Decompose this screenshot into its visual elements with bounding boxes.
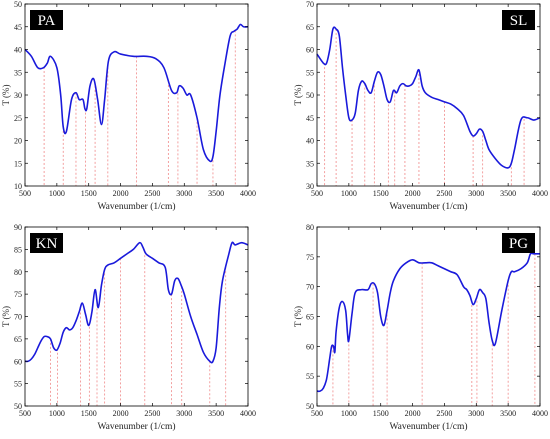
y-tick-label: 55 xyxy=(306,372,314,381)
x-tick-label: 1000 xyxy=(49,409,65,418)
panel-badge xyxy=(502,233,535,253)
x-tick-label: 4000 xyxy=(532,409,548,418)
y-tick-label: 25 xyxy=(14,114,22,123)
x-tick-label: 500 xyxy=(311,189,323,198)
y-tick-label: 55 xyxy=(14,380,22,389)
x-tick-label: 500 xyxy=(19,409,31,418)
y-axis-label: T (%) xyxy=(293,84,303,105)
x-tick-label: 2500 xyxy=(144,189,160,198)
y-tick-label: 65 xyxy=(14,335,22,344)
y-axis-label: T (%) xyxy=(1,306,11,327)
x-tick-label: 3500 xyxy=(208,409,224,418)
y-tick-label: 75 xyxy=(306,253,314,262)
chart-panel-sl: 500 1000 1500 2000 2500 3000 3500 4000 30 35 40 45 5… xyxy=(293,0,548,212)
chart-panel-pa: 500 1000 1500 2000 2500 3000 3500 4000 10 15 20 25 3… xyxy=(1,0,256,212)
y-tick-label: 35 xyxy=(14,68,22,77)
x-axis-label: Wavenumber (1/cm) xyxy=(389,201,467,212)
x-tick-label: 1000 xyxy=(341,189,357,198)
panel-badge-label: KN xyxy=(36,236,58,252)
y-tick-label: 50 xyxy=(306,402,314,411)
y-tick-label: 70 xyxy=(306,283,314,292)
y-tick-label: 65 xyxy=(306,23,314,32)
spectrum-line xyxy=(24,23,249,163)
panel-badge-label: PA xyxy=(38,13,56,29)
x-tick-label: 1500 xyxy=(373,189,389,198)
y-tick-label: 50 xyxy=(306,91,314,100)
y-axis-label: T (%) xyxy=(1,84,11,105)
x-tick-label: 2000 xyxy=(113,409,129,418)
x-tick-label: 2500 xyxy=(144,409,160,418)
y-tick-label: 20 xyxy=(14,137,22,146)
y-tick-label: 45 xyxy=(14,23,22,32)
panel-badge xyxy=(30,233,63,253)
x-tick-label: 3000 xyxy=(176,409,192,418)
plot-frame xyxy=(24,3,249,187)
spectrum-line xyxy=(24,241,249,364)
x-tick-label: 3000 xyxy=(468,189,484,198)
y-tick-label: 50 xyxy=(14,0,22,9)
y-tick-label: 10 xyxy=(14,182,22,191)
y-tick-label: 60 xyxy=(306,46,314,55)
y-tick-label: 40 xyxy=(14,46,22,55)
plot-frame xyxy=(24,226,249,407)
y-tick-label: 80 xyxy=(306,223,314,232)
x-axis-label: Wavenumber (1/cm) xyxy=(97,421,175,432)
x-tick-label: 3500 xyxy=(500,409,516,418)
x-tick-label: 500 xyxy=(19,189,31,198)
spectrum-line xyxy=(316,252,540,393)
x-tick-label: 4000 xyxy=(240,409,256,418)
x-tick-label: 2000 xyxy=(405,409,421,418)
x-tick-label: 2000 xyxy=(113,189,129,198)
plot-frame xyxy=(316,226,541,407)
x-tick-label: 1000 xyxy=(49,189,65,198)
y-tick-label: 30 xyxy=(14,91,22,100)
x-tick-label: 2500 xyxy=(436,189,452,198)
x-tick-label: 1500 xyxy=(81,409,97,418)
x-axis-label: Wavenumber (1/cm) xyxy=(389,421,467,432)
spectrum-line xyxy=(316,26,541,169)
y-tick-label: 15 xyxy=(14,159,22,168)
y-tick-label: 45 xyxy=(306,114,314,123)
y-tick-label: 60 xyxy=(306,342,314,351)
x-tick-label: 4000 xyxy=(532,189,548,198)
panel-badge xyxy=(502,10,535,30)
y-tick-label: 65 xyxy=(306,313,314,322)
panel-badge-label: SL xyxy=(510,13,528,29)
x-tick-label: 1000 xyxy=(341,409,357,418)
x-tick-label: 1500 xyxy=(81,189,97,198)
y-tick-label: 40 xyxy=(306,137,314,146)
x-tick-label: 2000 xyxy=(405,189,421,198)
y-tick-label: 55 xyxy=(306,68,314,77)
y-axis-label: T (%) xyxy=(293,306,303,327)
y-tick-label: 85 xyxy=(14,245,22,254)
x-tick-label: 1500 xyxy=(373,409,389,418)
y-tick-label: 60 xyxy=(14,357,22,366)
y-tick-label: 70 xyxy=(14,313,22,322)
y-tick-label: 30 xyxy=(306,182,314,191)
y-tick-label: 70 xyxy=(306,0,314,9)
x-tick-label: 4000 xyxy=(240,189,256,198)
x-tick-label: 3000 xyxy=(176,189,192,198)
x-tick-label: 500 xyxy=(311,409,323,418)
panel-badge xyxy=(30,10,63,30)
y-tick-label: 80 xyxy=(14,268,22,277)
x-tick-label: 3000 xyxy=(468,409,484,418)
chart-panel-pg: 500 1000 1500 2000 2500 3000 3500 4000 50 55 60 65 7… xyxy=(293,223,548,432)
y-tick-label: 50 xyxy=(14,402,22,411)
y-tick-label: 90 xyxy=(14,223,22,232)
panel-badge-label: PG xyxy=(509,236,528,252)
x-axis-label: Wavenumber (1/cm) xyxy=(97,201,175,212)
chart-panel-kn: 500 1000 1500 2000 2500 3000 3500 4000 50 55 60 65 7… xyxy=(1,223,256,432)
x-tick-label: 3500 xyxy=(500,189,516,198)
y-tick-label: 35 xyxy=(306,159,314,168)
x-tick-label: 2500 xyxy=(436,409,452,418)
y-tick-label: 75 xyxy=(14,290,22,299)
x-tick-label: 3500 xyxy=(208,189,224,198)
